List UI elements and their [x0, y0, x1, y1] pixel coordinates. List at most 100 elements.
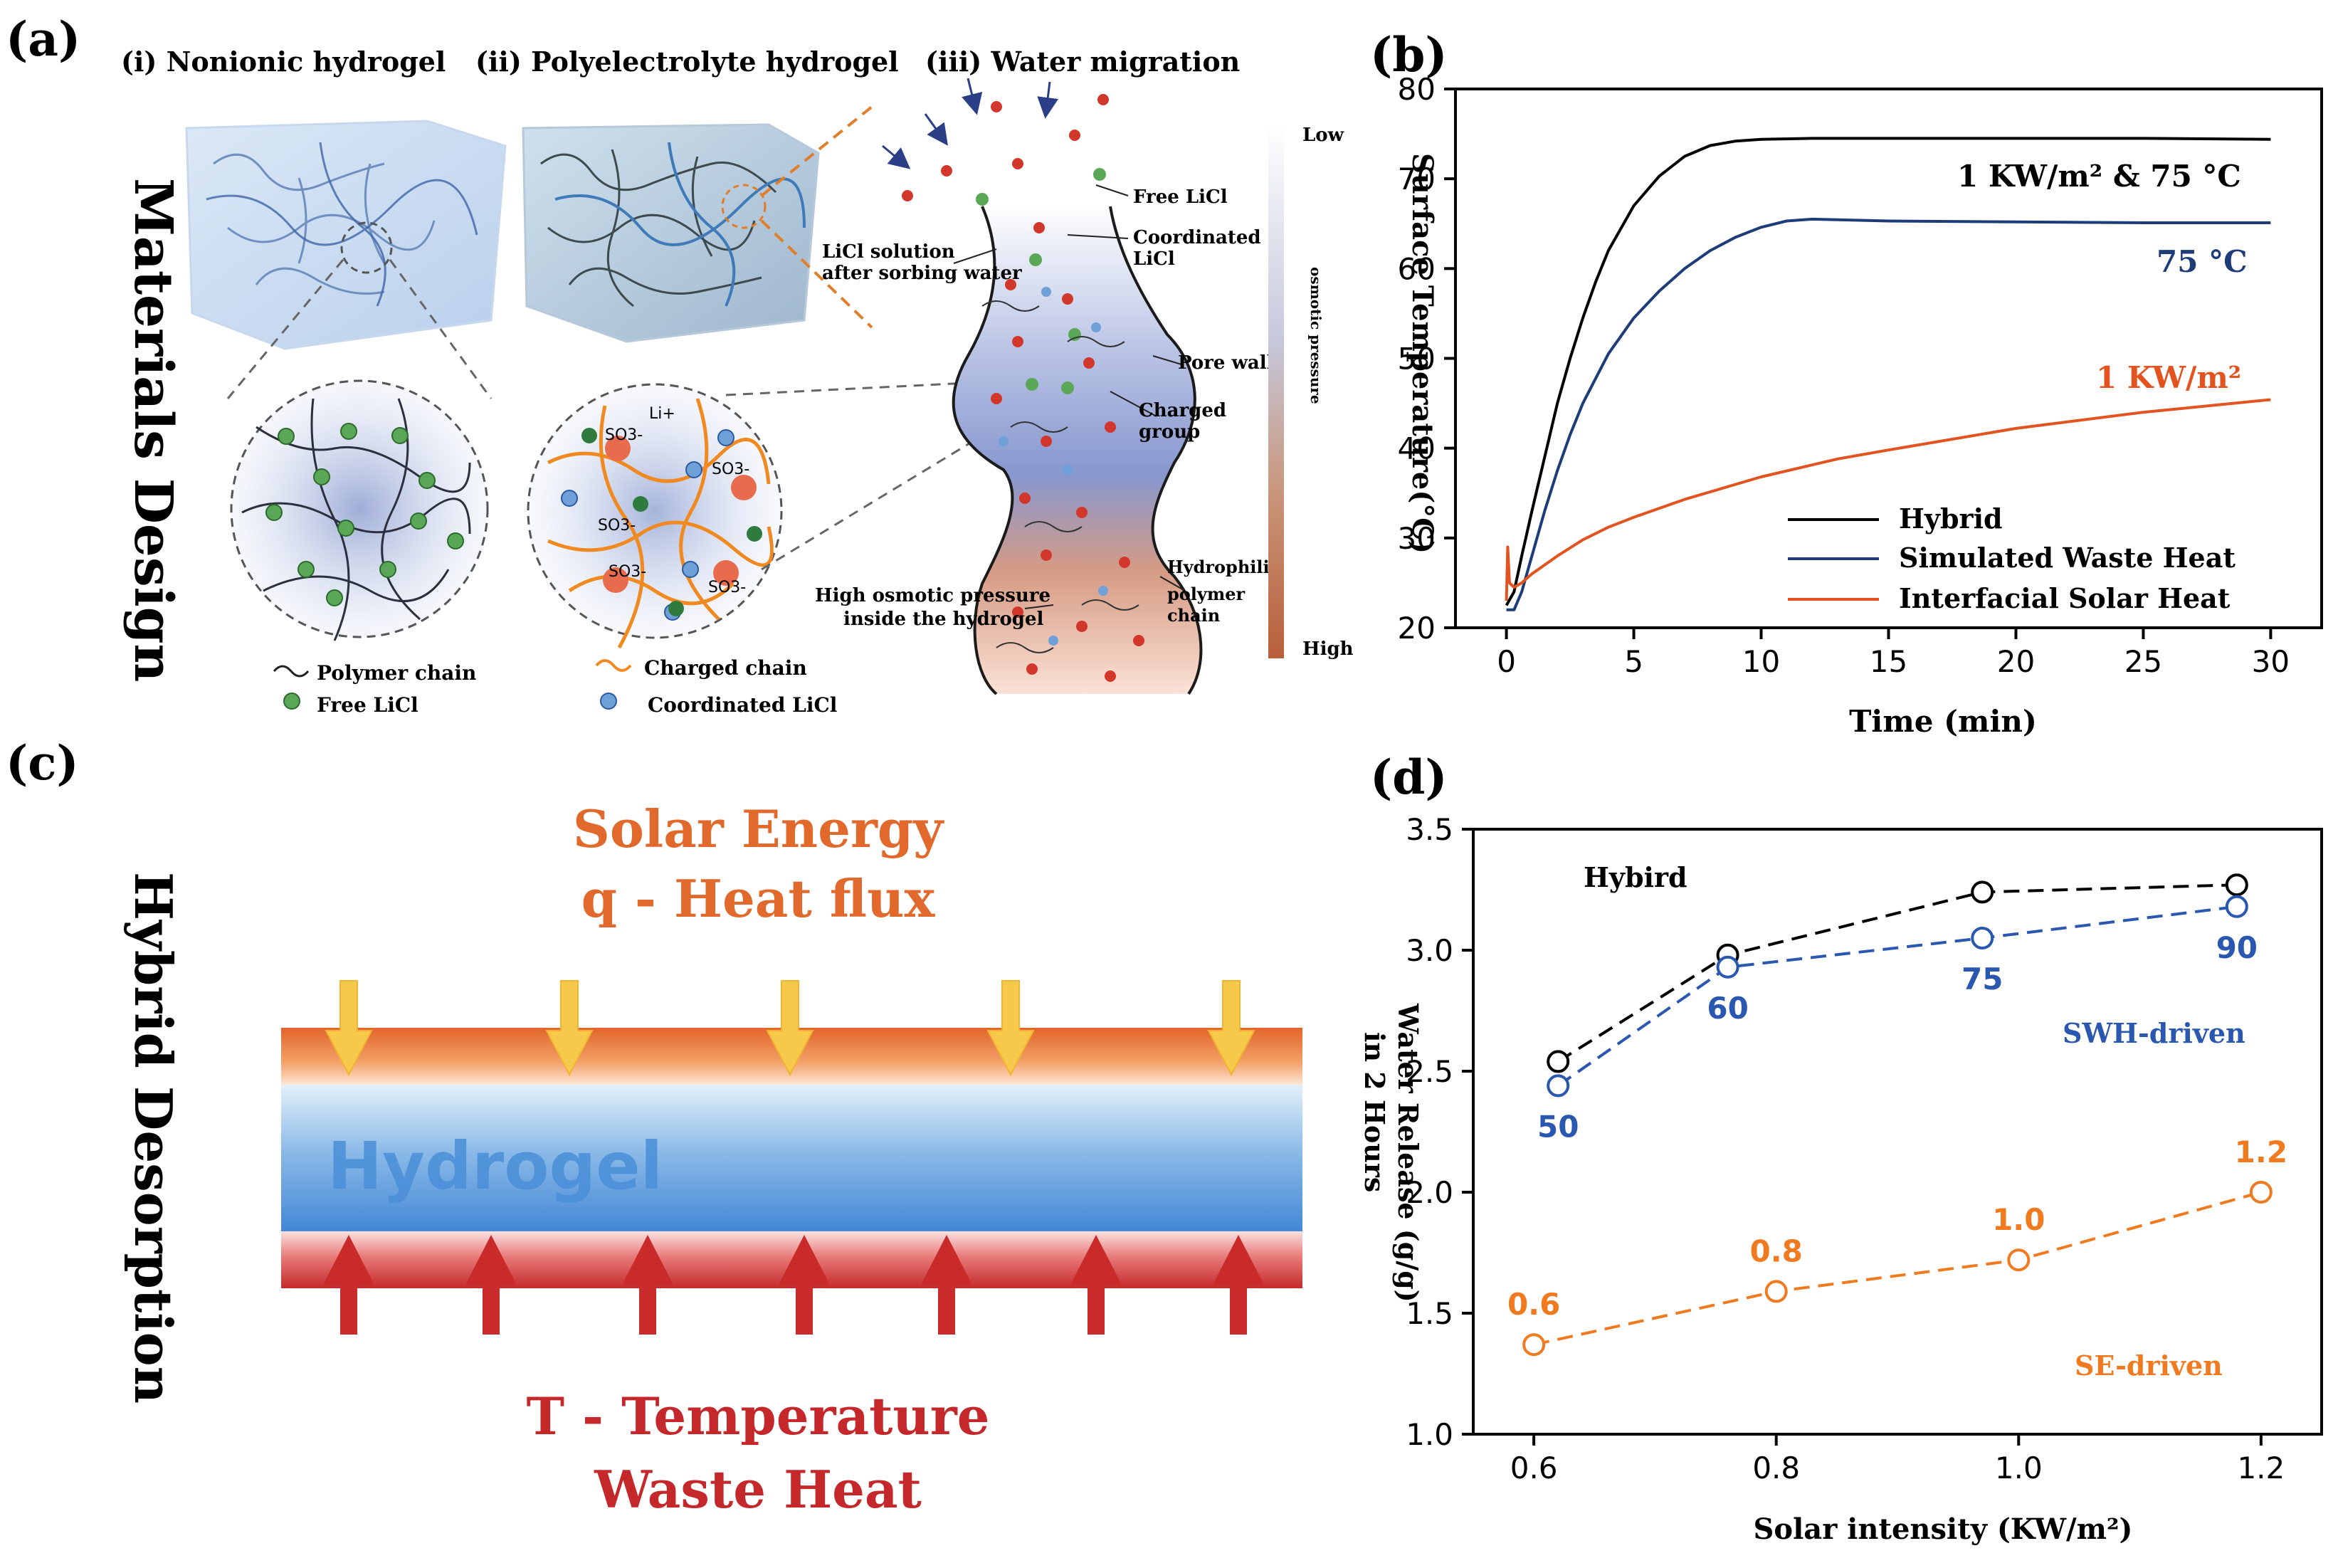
series-solar-heat-line [1505, 398, 2271, 601]
panel-d-ylabel-2: in 2 Hours [1359, 1032, 1391, 1192]
series-hybrid-line [1505, 137, 2271, 606]
label-hydrophilic-1: Hydrophilic [1167, 557, 1280, 577]
polyelectrolyte-hydrogel-block [522, 123, 820, 343]
chart-b-ytick-label: 50 [1398, 342, 1436, 377]
series-label-hybird: Hybird [1584, 861, 1687, 893]
series-se-point [2007, 1248, 2031, 1272]
series-label-swh: SWH-driven [2063, 1017, 2245, 1049]
chart-b-xtick-label: 20 [1997, 644, 2035, 679]
ion-so3-5: SO3- [708, 579, 746, 596]
panel-b-label: (b) [1370, 27, 1448, 83]
panel-d-label: (d) [1370, 749, 1448, 805]
annotation-hybrid: 1 KW/m² & 75 °C [1957, 159, 2241, 194]
hydrogel-slab [281, 1085, 1302, 1231]
chart-d-ytick-label: 3.0 [1406, 933, 1453, 968]
series-swh-point [2225, 895, 2248, 918]
subtitle-ii: (ii) Polyelectrolyte hydrogel [475, 46, 899, 78]
series-se-point [1764, 1280, 1788, 1303]
ion-so3-1: SO3- [605, 426, 643, 444]
panel-a: (a) Materials Design (i) Nonionic hydrog… [6, 11, 1354, 717]
series-hybird-point [1547, 1050, 1570, 1073]
series-se-line [1533, 1191, 2262, 1347]
se-point-label: 0.6 [1507, 1287, 1560, 1322]
label-osmotic-1: High osmotic pressure [815, 585, 1050, 606]
chart-d-ytick-label: 2.0 [1406, 1175, 1453, 1210]
solar-arrows [325, 980, 1255, 1077]
water-migration-channel [882, 78, 1203, 695]
chart-d-ytick-label: 2.5 [1406, 1054, 1453, 1089]
chart-b-ytick-label: 60 [1398, 251, 1436, 286]
label-osmotic-2: inside the hydrogel [843, 609, 1044, 630]
hydrogel-label: Hydrogel [327, 1128, 663, 1204]
panel-a-label: (a) [6, 11, 80, 67]
chart-d-frame [1472, 828, 2323, 1436]
chart-b-xtick-label: 5 [1624, 644, 1643, 679]
series-se-point [1522, 1333, 1546, 1357]
polyelectrolyte-zoom-circle: Li+ SO3- SO3- SO3- SO3- SO3- [527, 383, 783, 649]
chart-d-xtick-label: 0.6 [1510, 1451, 1558, 1485]
chart-b-xtick-label: 30 [2252, 644, 2290, 679]
label-pore-wall: Pore wall [1178, 352, 1274, 374]
series-swh-point [1547, 1074, 1570, 1098]
panel-d-ylabel-1: Water Release (g/g) [1392, 1003, 1424, 1303]
panel-a-side-title: Materials Design [122, 178, 184, 682]
nonionic-zoom-circle [230, 379, 489, 641]
panel-c-side-title: Hybrid Desorption [123, 872, 184, 1404]
legend-free-licl: Free LiCl [317, 693, 418, 717]
series-swh-point [1716, 955, 1739, 979]
label-licl-solution-2: after sorbing water [822, 263, 1022, 284]
series-waste-heat-line [1506, 217, 2271, 611]
chart-b-ytick-label: 30 [1398, 521, 1436, 556]
chart-d-ytick-label: 1.0 [1406, 1417, 1453, 1452]
annotation-solar: 1 KW/m² [2096, 360, 2241, 395]
panel-b-ylabel: Surface Temperature(°C) [1406, 153, 1439, 554]
subtitle-i: (i) Nonionic hydrogel [121, 46, 446, 78]
series-swh-line [1557, 905, 2238, 1088]
osmotic-pressure-scale: Low High osmotic pressure [1268, 125, 1354, 660]
annotation-waste-heat: 75 °C [2157, 244, 2248, 279]
label-hydrophilic-3: chain [1167, 605, 1220, 626]
swh-point-label: 50 [1537, 1109, 1579, 1144]
series-se-point [2249, 1181, 2273, 1204]
swh-point-label: 60 [1707, 991, 1748, 1026]
chart-b-xtick-label: 25 [2124, 644, 2162, 679]
panel-d-xlabel: Solar intensity (KW/m²) [1754, 1512, 2133, 1546]
legend-interfacial-solar-heat: Interfacial Solar Heat [1899, 582, 2231, 614]
panel-b-xlabel: Time (min) [1849, 704, 2037, 739]
ion-li: Li+ [649, 405, 675, 423]
se-point-label: 1.2 [2235, 1135, 2287, 1169]
chart-d-ytick-label: 1.5 [1406, 1296, 1453, 1331]
label-free-licl: Free LiCl [1133, 186, 1228, 208]
panel-c: (c) Hybrid Desorption Solar Energy q - H… [6, 735, 1302, 1520]
legend-polymer-chain: Polymer chain [317, 661, 476, 685]
scale-high: High [1302, 638, 1354, 660]
legend-simulated-waste-heat: Simulated Waste Heat [1899, 542, 2236, 574]
label-licl-solution-1: LiCl solution [822, 241, 955, 263]
label-charged-2: group [1139, 421, 1200, 443]
series-hybird-point [2225, 873, 2248, 897]
legend-coordinated-licl: Coordinated LiCl [648, 693, 837, 717]
series-hybird-point [1971, 880, 1994, 904]
legend-charged-chain: Charged chain [644, 656, 807, 680]
nonionic-hydrogel-block [185, 120, 507, 350]
ion-so3-2: SO3- [712, 461, 749, 478]
label-coordinated-2: LiCl [1133, 248, 1175, 270]
swh-point-label: 90 [2216, 930, 2258, 965]
waste-heat-title: Waste Heat [594, 1459, 922, 1520]
chart-d: 0.6 0.8 1.0 1.2 1.0 1.5 2.0 2.5 3.0 3.5 50 60 75 90 0.… [1406, 812, 2323, 1485]
chart-b-ytick-label: 20 [1398, 611, 1436, 646]
chart-d-ytick-label: 3.5 [1406, 812, 1453, 847]
chart-b-xtick-label: 15 [1870, 644, 1907, 679]
ion-so3-3: SO3- [598, 517, 636, 535]
waste-heat-arrows [323, 1235, 1264, 1335]
series-swh-point [1971, 927, 1994, 949]
scale-low: Low [1302, 125, 1344, 146]
series-hybird-line [1557, 883, 2237, 1063]
series-label-se: SE-driven [2075, 1349, 2223, 1382]
chart-b: 0 5 10 15 20 25 30 20 30 40 50 60 70 80 [1398, 72, 2323, 679]
subtitle-iii: (iii) Water migration [925, 46, 1240, 78]
label-coordinated-1: Coordinated [1133, 227, 1261, 248]
chart-d-xtick-label: 1.2 [2237, 1451, 2285, 1485]
panel-c-label: (c) [6, 735, 79, 791]
se-point-label: 1.0 [1992, 1202, 2045, 1237]
